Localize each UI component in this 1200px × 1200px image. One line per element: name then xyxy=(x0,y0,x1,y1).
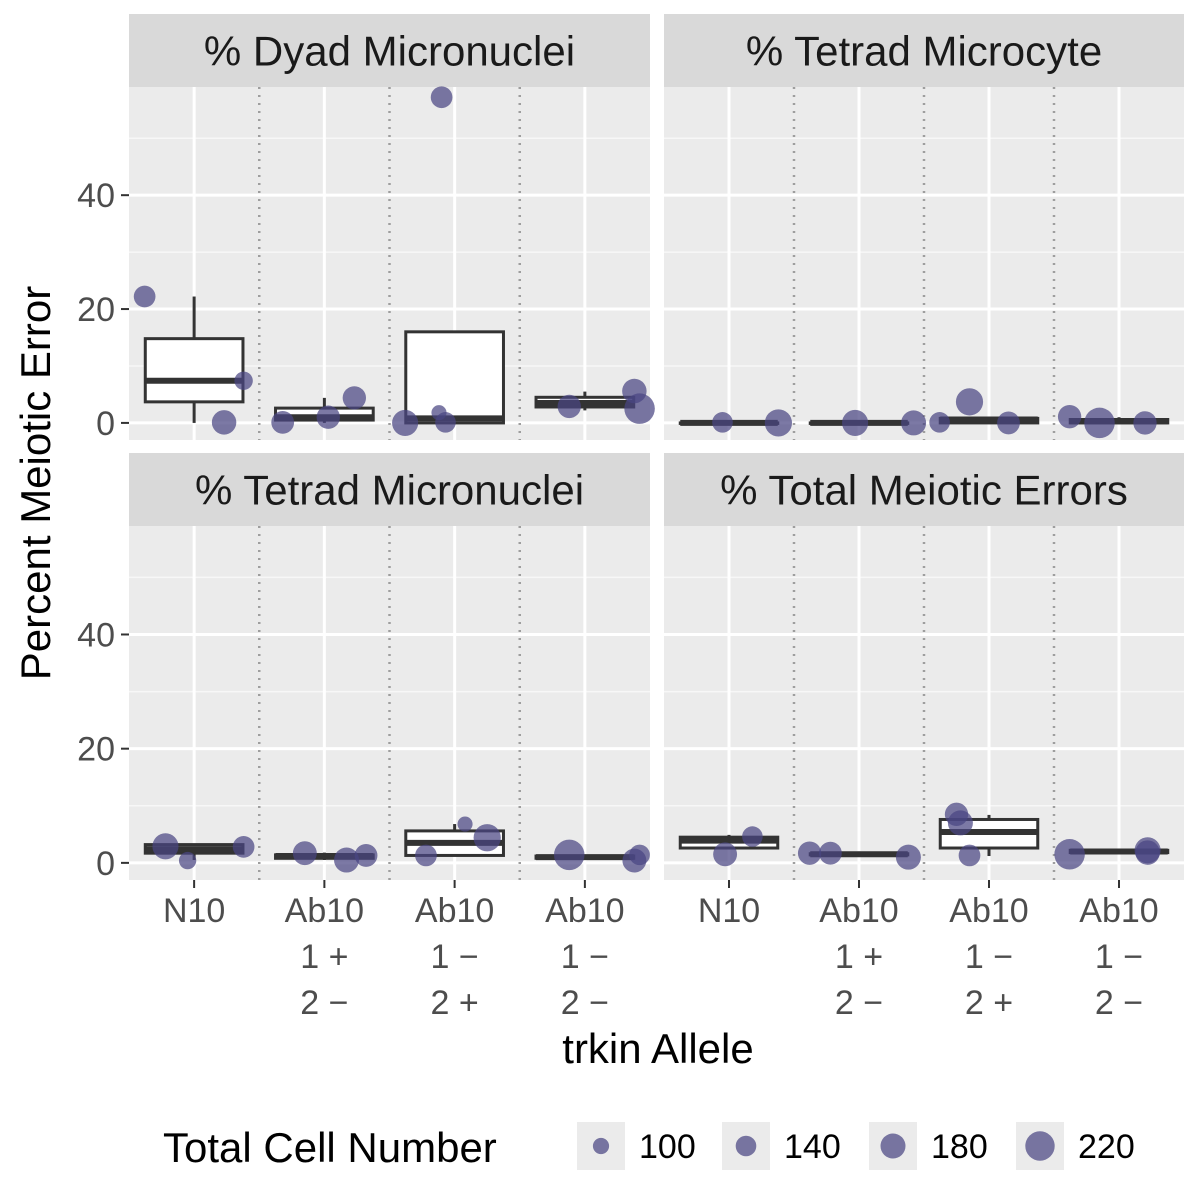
data-point xyxy=(764,409,793,437)
data-point xyxy=(415,844,437,867)
data-point xyxy=(797,841,822,865)
y-axis-title: Percent Meiotic Error xyxy=(12,286,59,680)
data-point xyxy=(557,394,581,419)
data-point xyxy=(819,841,842,865)
data-point xyxy=(901,410,927,436)
data-point xyxy=(342,386,367,410)
boxplot xyxy=(938,416,1040,425)
y-tick-label: 40 xyxy=(77,616,115,654)
boxplot xyxy=(143,296,245,423)
data-point xyxy=(895,844,921,870)
data-point xyxy=(435,412,456,433)
data-point xyxy=(232,836,255,858)
x-tick-label: N10 xyxy=(698,892,760,930)
facet-panels: % Dyad Micronuclei % Tetrad Microcyte % Te… xyxy=(129,14,1184,880)
data-point xyxy=(211,410,237,435)
data-point xyxy=(430,86,453,109)
legend-key-point xyxy=(1025,1131,1055,1161)
data-point xyxy=(1084,407,1115,439)
legend-label: 100 xyxy=(639,1128,696,1166)
x-axis-title: trkin Allele xyxy=(562,1025,753,1072)
data-point xyxy=(271,410,295,434)
data-point xyxy=(1057,404,1082,429)
data-point xyxy=(947,810,973,836)
facet-title: % Dyad Micronuclei xyxy=(204,28,575,75)
legend-label: 180 xyxy=(931,1128,988,1166)
x-tick-label: Ab10 1 −2 + xyxy=(415,892,494,1022)
data-point xyxy=(929,412,950,433)
y-tick-label: 0 xyxy=(96,405,115,443)
legend-key-point xyxy=(592,1137,610,1155)
data-point xyxy=(997,411,1020,435)
data-point xyxy=(712,412,733,433)
data-point xyxy=(742,826,763,847)
data-point xyxy=(334,847,360,873)
data-point xyxy=(354,844,378,867)
y-tick-label: 20 xyxy=(77,731,115,769)
data-point xyxy=(133,285,156,308)
data-point xyxy=(292,841,317,866)
legend: Total Cell Number 100 140 180 220 xyxy=(163,1122,1135,1171)
y-tick-label: 40 xyxy=(77,177,115,215)
facet-strip xyxy=(664,453,1184,526)
data-point xyxy=(392,409,419,436)
data-point xyxy=(629,844,650,866)
x-tick-label: Ab10 1 −2 + xyxy=(949,892,1028,1022)
y-tick-label: 0 xyxy=(96,845,115,883)
legend-label: 220 xyxy=(1078,1128,1135,1166)
facet-strip xyxy=(664,14,1184,87)
data-point xyxy=(473,824,501,852)
y-tick-label: 20 xyxy=(77,291,115,329)
x-tick-label: N10 xyxy=(163,892,225,930)
x-tick-label: Ab10 1 −2 − xyxy=(545,892,624,1022)
data-point xyxy=(958,844,981,867)
data-point xyxy=(152,833,179,860)
legend-keys: 100 140 180 220 xyxy=(577,1122,1135,1170)
facet-title: % Total Meiotic Errors xyxy=(720,467,1128,514)
x-tick-label: Ab10 1 +2 − xyxy=(819,892,898,1022)
data-point xyxy=(624,393,655,424)
facet-title: % Tetrad Micronuclei xyxy=(195,467,584,514)
legend-title: Total Cell Number xyxy=(163,1124,497,1171)
data-point xyxy=(1054,839,1085,870)
data-point xyxy=(316,405,340,429)
y-axes: 0 20 40 0 20 40 xyxy=(77,177,129,883)
data-point xyxy=(553,839,585,871)
facet-title: % Tetrad Microcyte xyxy=(746,28,1102,75)
facet-strip xyxy=(129,14,650,87)
boxplot xyxy=(534,854,636,861)
data-point xyxy=(457,816,473,832)
x-tick-label: Ab10 1 −2 − xyxy=(1079,892,1158,1022)
data-point xyxy=(1133,411,1157,435)
facet-panel: % Tetrad Microcyte xyxy=(664,14,1184,440)
facet-panel: % Dyad Micronuclei xyxy=(129,14,655,440)
data-point xyxy=(955,388,984,416)
x-tick-label: Ab10 1 +2 − xyxy=(285,892,364,1022)
data-point xyxy=(178,851,197,870)
data-point xyxy=(842,409,869,436)
facet-panel: % Tetrad Micronuclei xyxy=(129,453,650,880)
legend-label: 140 xyxy=(784,1128,841,1166)
data-point xyxy=(713,842,738,867)
box-iqr xyxy=(404,330,505,425)
legend-key-point xyxy=(735,1135,757,1157)
data-point xyxy=(1135,840,1160,865)
facet-panel: % Total Meiotic Errors xyxy=(664,453,1184,880)
boxplot xyxy=(404,330,505,425)
x-axes: N10 Ab10 1 +2 − Ab10 1 −2 + Ab10 1 −2 − N10 Ab10… xyxy=(163,880,1159,1022)
box-iqr xyxy=(143,337,245,404)
legend-key-point xyxy=(880,1133,906,1159)
facet-strip xyxy=(129,453,650,526)
data-point xyxy=(234,371,253,390)
